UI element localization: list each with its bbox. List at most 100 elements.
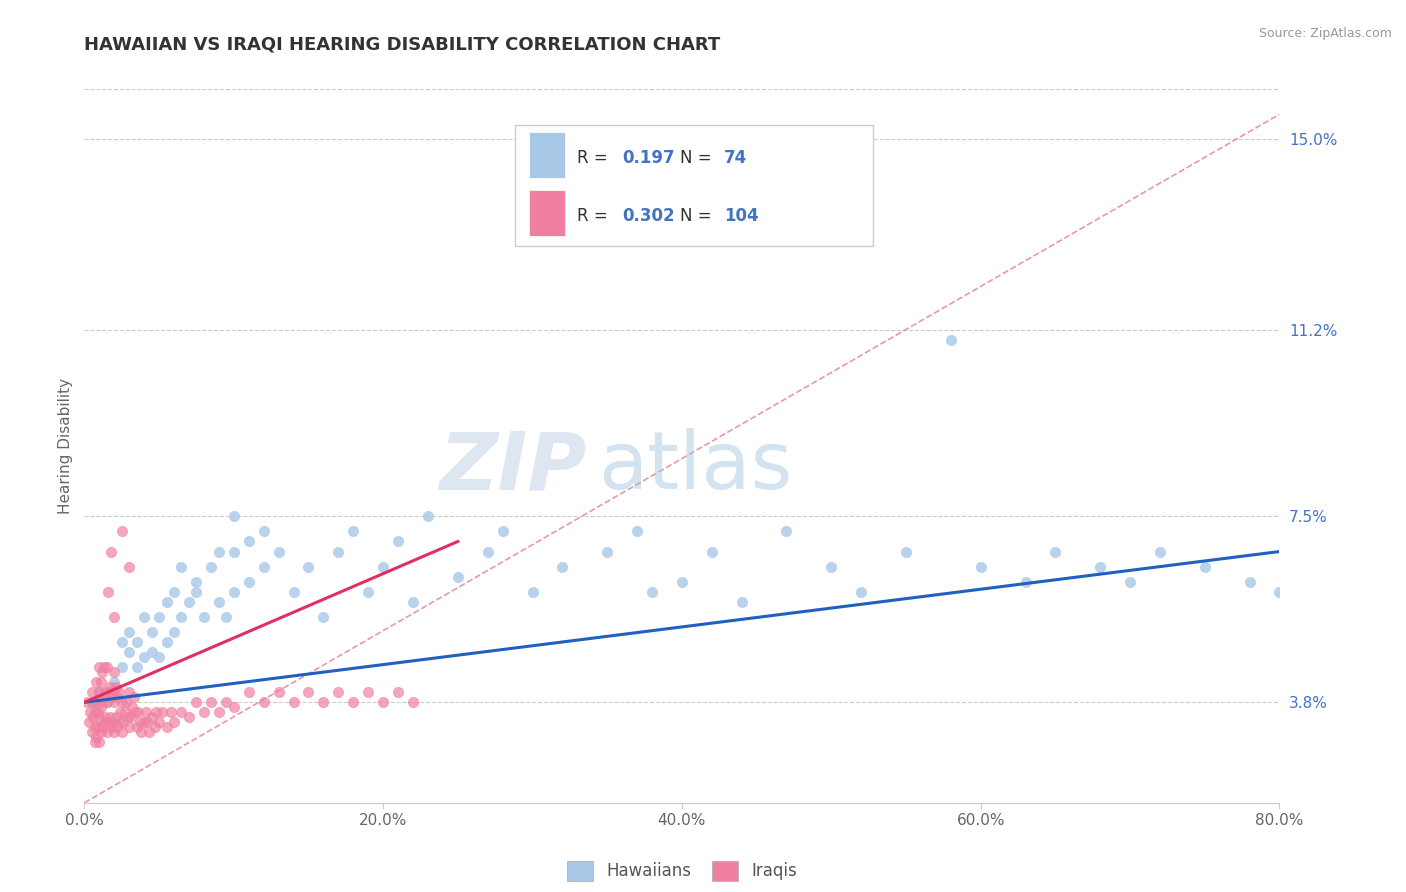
Point (115, 695, 138, 709)
Point (700, 544, 723, 558)
Point (238, 685, 260, 699)
Point (87, 720, 110, 734)
Point (267, 685, 290, 699)
Point (1149, 544, 1171, 558)
Point (105, 690, 128, 705)
Point (170, 559, 193, 574)
Point (177, 710, 200, 724)
Point (114, 706, 136, 720)
Point (416, 509, 439, 524)
Point (141, 710, 163, 724)
Text: 0.197: 0.197 (621, 149, 675, 167)
Text: 74: 74 (724, 149, 747, 167)
Point (522, 584, 544, 599)
Text: R =: R = (576, 207, 613, 225)
Point (101, 715, 124, 730)
Point (107, 715, 129, 730)
Point (1119, 574, 1142, 589)
Point (76, 695, 98, 709)
Text: N =: N = (679, 207, 717, 225)
Point (215, 695, 238, 709)
Point (89, 735, 111, 749)
Point (215, 610, 238, 624)
Point (112, 715, 135, 730)
Point (328, 685, 350, 699)
Point (110, 706, 132, 720)
Point (143, 720, 166, 734)
Point (105, 720, 128, 734)
Point (283, 584, 305, 599)
Point (98, 710, 121, 724)
Point (1045, 544, 1067, 558)
Point (118, 559, 141, 574)
Point (155, 595, 177, 609)
Point (89, 660, 111, 674)
Point (118, 624, 141, 639)
Point (127, 706, 149, 720)
Point (297, 559, 319, 574)
Point (186, 695, 208, 709)
Point (111, 695, 134, 709)
Point (86, 731, 108, 745)
Point (94, 710, 117, 724)
Text: 104: 104 (724, 207, 758, 225)
Point (1239, 574, 1261, 589)
Point (96, 695, 118, 709)
Point (312, 695, 335, 709)
Point (80, 685, 103, 699)
Point (193, 610, 215, 624)
Point (208, 544, 231, 558)
Point (83, 706, 105, 720)
Point (402, 695, 425, 709)
Point (104, 710, 127, 724)
Point (186, 584, 208, 599)
Point (551, 559, 574, 574)
Point (91, 695, 114, 709)
Point (118, 685, 141, 699)
Point (141, 624, 163, 639)
Point (86, 695, 108, 709)
Point (90, 675, 112, 690)
Point (970, 559, 993, 574)
Text: R =: R = (576, 149, 613, 167)
Point (671, 574, 693, 589)
Point (121, 700, 143, 714)
Point (136, 715, 159, 730)
Point (97, 685, 120, 699)
Point (93, 715, 115, 730)
Point (155, 720, 177, 734)
Point (492, 524, 515, 539)
Point (238, 574, 260, 589)
Point (371, 695, 394, 709)
Point (193, 706, 215, 720)
Point (103, 695, 125, 709)
Point (93, 690, 115, 705)
Point (155, 635, 177, 649)
Point (94, 685, 117, 699)
Point (79, 706, 101, 720)
Point (894, 544, 917, 558)
Point (82, 695, 104, 709)
Point (170, 610, 193, 624)
Point (89, 710, 111, 724)
Text: atlas: atlas (599, 428, 793, 507)
Point (222, 700, 245, 714)
Point (200, 695, 222, 709)
Point (267, 544, 290, 558)
Point (163, 584, 186, 599)
Point (93, 660, 115, 674)
Point (447, 569, 470, 583)
Point (120, 710, 142, 724)
Point (129, 725, 152, 739)
Point (145, 706, 167, 720)
Legend: Hawaiians, Iraqis: Hawaiians, Iraqis (560, 855, 804, 888)
Point (312, 610, 335, 624)
Point (148, 715, 170, 730)
Point (342, 524, 364, 539)
Point (596, 544, 619, 558)
Point (77, 715, 100, 730)
Point (820, 559, 842, 574)
Point (82, 710, 104, 724)
Point (160, 706, 183, 720)
Point (97, 715, 120, 730)
